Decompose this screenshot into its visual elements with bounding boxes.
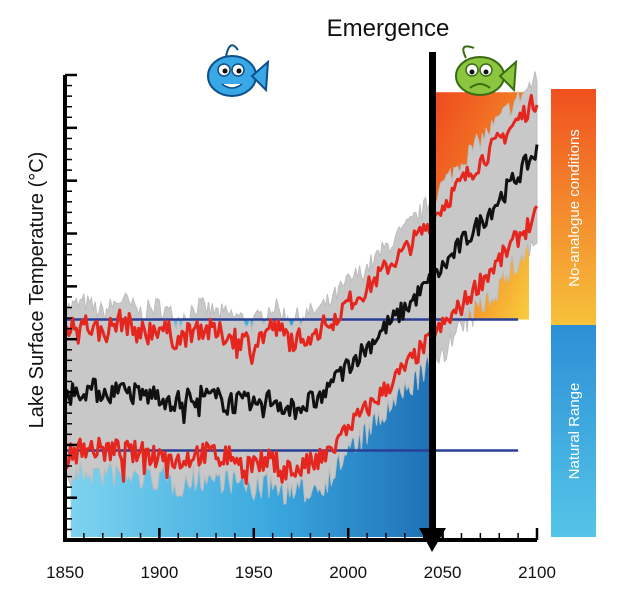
emergence-label: Emergence xyxy=(327,15,450,42)
x-tick-label: 2050 xyxy=(424,563,462,582)
sad-fish-icon xyxy=(455,45,518,96)
series-line-0 xyxy=(64,93,539,366)
no-analogue-side-label: No-analogue conditions xyxy=(566,129,583,287)
series-line-1 xyxy=(63,144,539,425)
x-tick-label: 1900 xyxy=(140,563,178,582)
x-tick-label: 1850 xyxy=(46,563,84,582)
no-analogue-side-box xyxy=(551,89,596,326)
happy-fish-icon xyxy=(207,44,270,97)
x-tick-label: 2000 xyxy=(329,563,367,582)
natural-range-side-box xyxy=(551,325,596,537)
axes-layer: 1850 1900 1950 2000 2050 2100 xyxy=(46,73,556,582)
series-layer xyxy=(63,71,539,505)
emergence-arrow xyxy=(419,52,446,552)
series-line-2 xyxy=(63,205,539,486)
natural-range-side-label: Natural Range xyxy=(566,383,583,480)
y-axis-label: Lake Surface Temperature (°C) xyxy=(26,152,48,429)
envelope-area xyxy=(64,71,538,505)
x-tick-label: 1950 xyxy=(235,563,273,582)
x-tick-label: 2100 xyxy=(518,563,556,582)
